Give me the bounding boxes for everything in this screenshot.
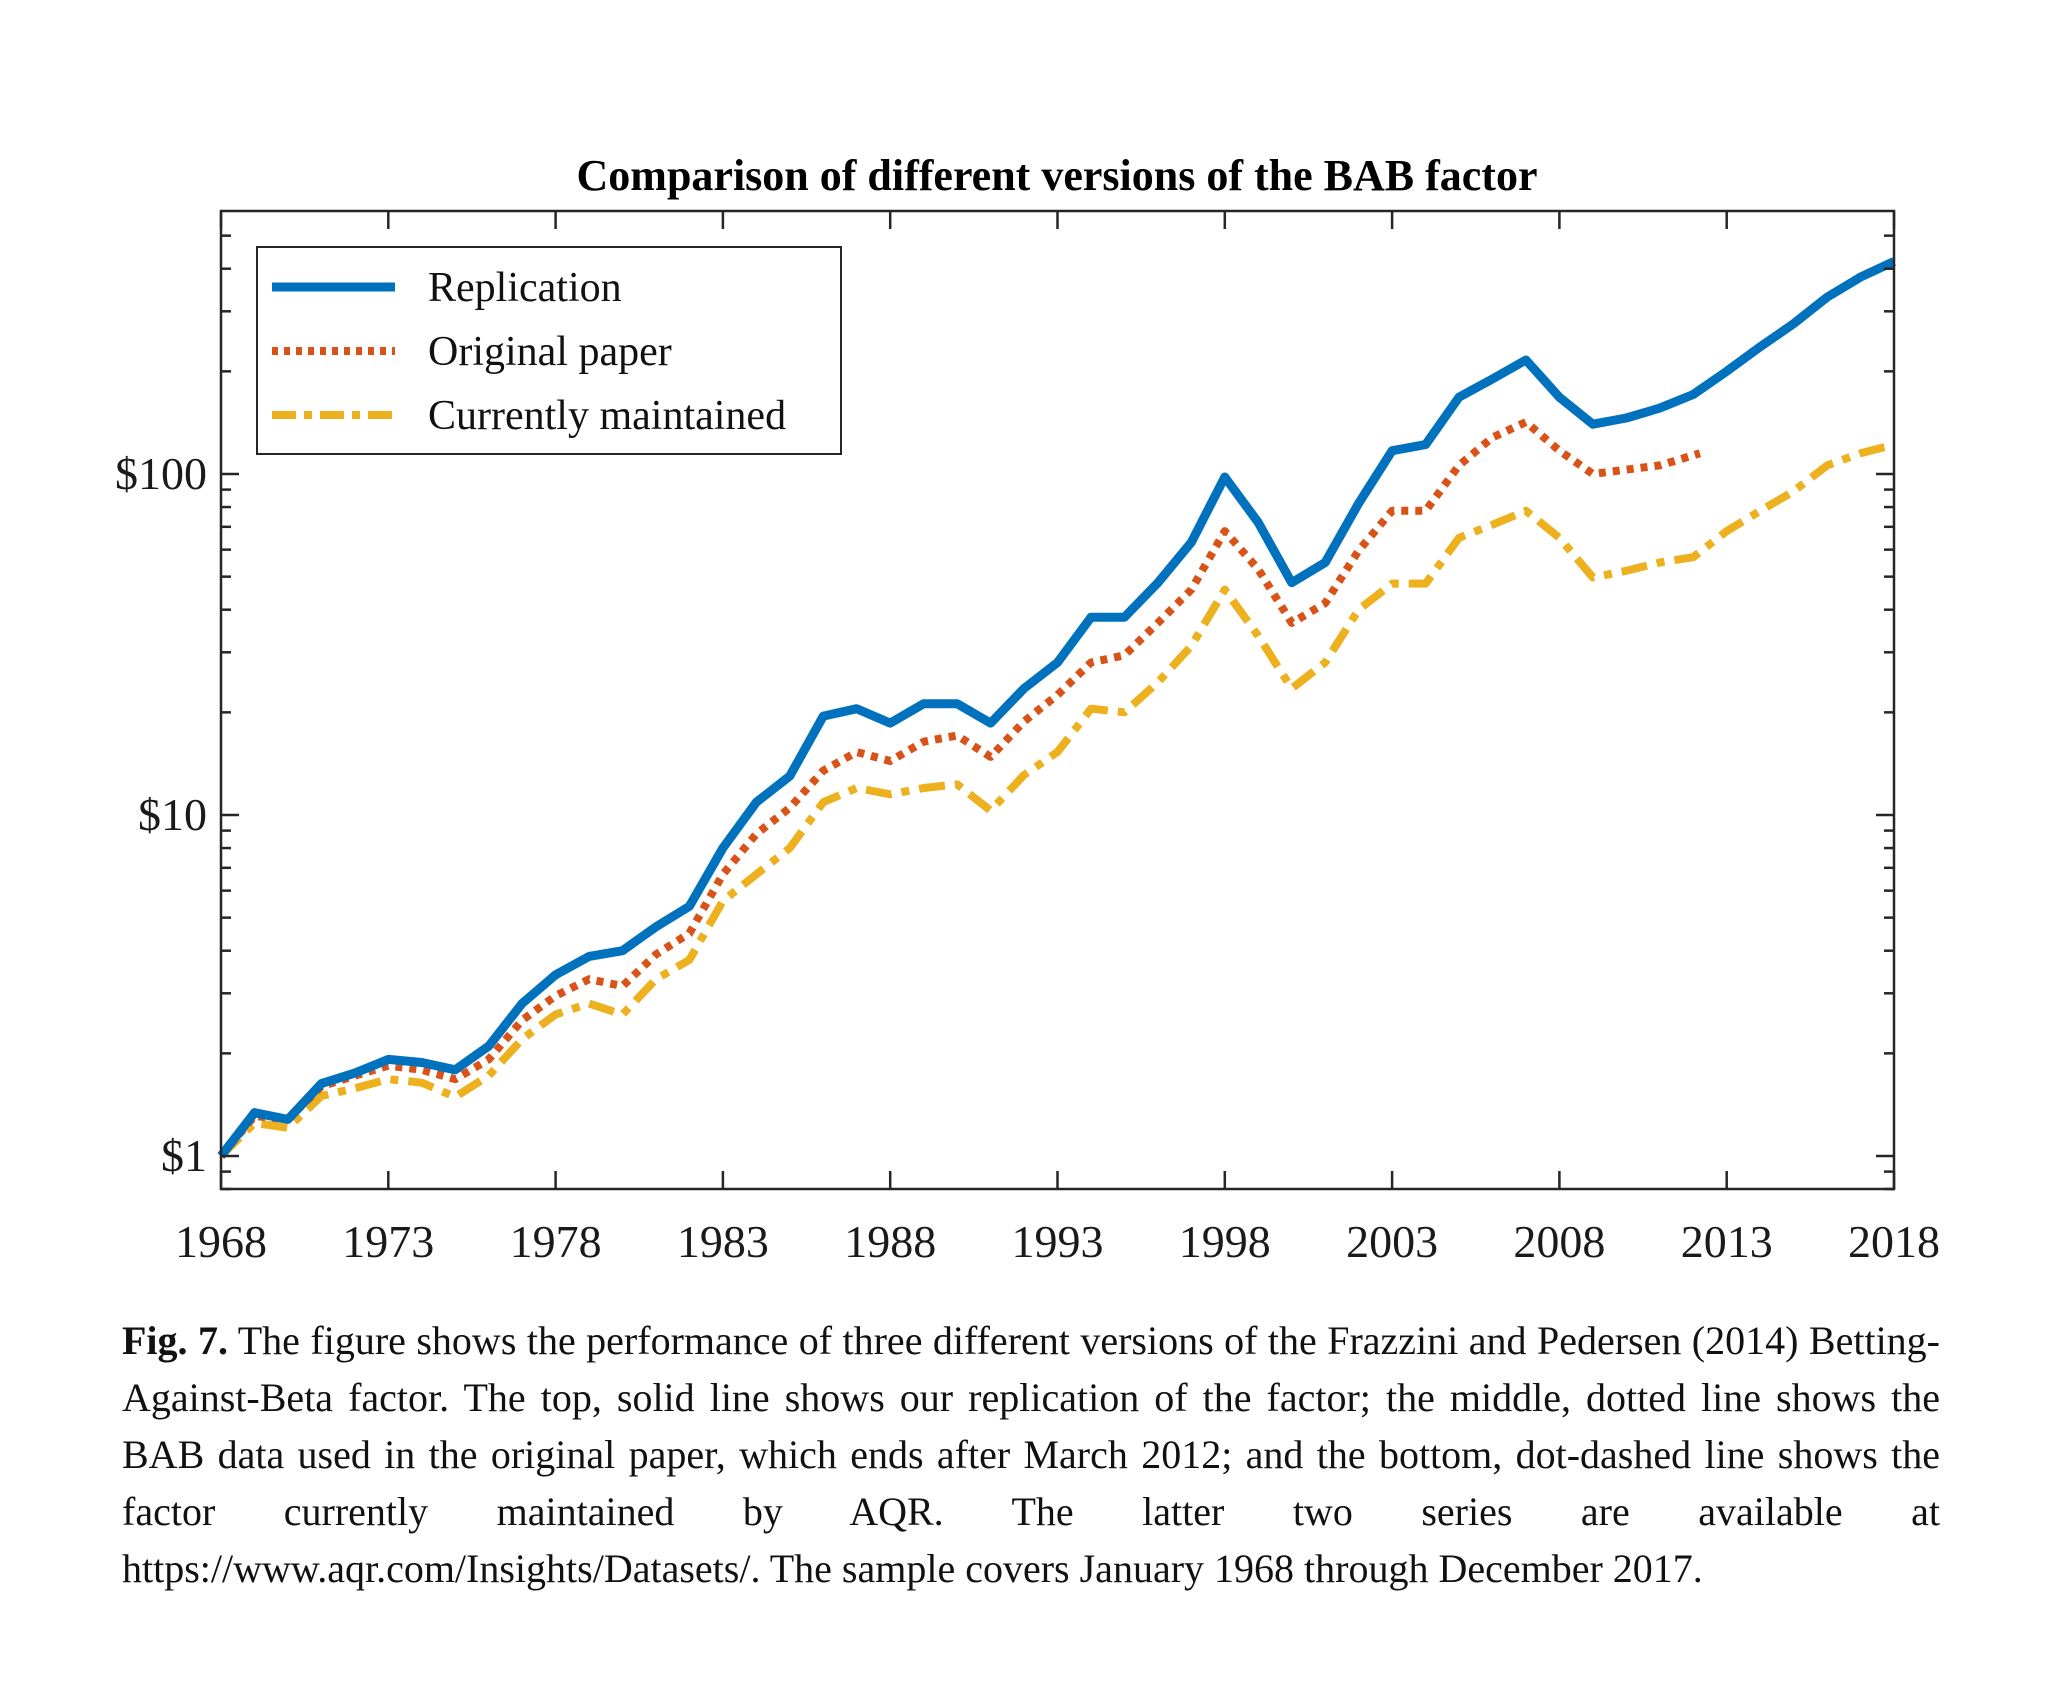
caption-text: The figure shows the performance of thre… xyxy=(122,1318,1940,1591)
axes-layer: 1968 1973 1978 1983 1988 1993 1998 2003 2008 2013… xyxy=(115,209,1940,1267)
series-line-currently-maintained xyxy=(218,440,1896,1159)
x-tick-label: 2013 xyxy=(1681,1216,1773,1267)
x-tick-label: 1983 xyxy=(677,1216,769,1267)
y-tick-label: $1 xyxy=(161,1130,207,1181)
x-tick-label: 1993 xyxy=(1012,1216,1104,1267)
x-tick-label: 2008 xyxy=(1513,1216,1605,1267)
chart-title: Comparison of different versions of the … xyxy=(577,151,1538,200)
x-tick-label: 1988 xyxy=(844,1216,936,1267)
x-tick-label: 1973 xyxy=(342,1216,434,1267)
series-layer xyxy=(217,257,1896,1159)
y-tick-label: $100 xyxy=(115,448,207,499)
legend-label: Replication xyxy=(428,265,622,311)
series-line-replication xyxy=(217,257,1896,1159)
legend-label: Currently maintained xyxy=(428,393,786,439)
legend-box xyxy=(256,246,842,455)
x-tick-label: 1978 xyxy=(510,1216,602,1267)
y-tick-label: $10 xyxy=(138,789,207,840)
x-tick-label: 2003 xyxy=(1346,1216,1438,1267)
x-tick-label: 1968 xyxy=(175,1216,267,1267)
legend-label: Original paper xyxy=(428,329,672,375)
figure-caption: Fig. 7. The figure shows the performance… xyxy=(122,1312,1940,1597)
figure-label: Fig. 7. xyxy=(122,1318,229,1363)
legend: Replication Original paper Currently maint… xyxy=(256,246,842,455)
x-tick-label: 1998 xyxy=(1179,1216,1271,1267)
bab-factor-chart: Comparison of different versions of the … xyxy=(115,151,1940,1267)
x-tick-label: 2018 xyxy=(1848,1216,1940,1267)
series-line-original-paper xyxy=(217,418,1702,1159)
